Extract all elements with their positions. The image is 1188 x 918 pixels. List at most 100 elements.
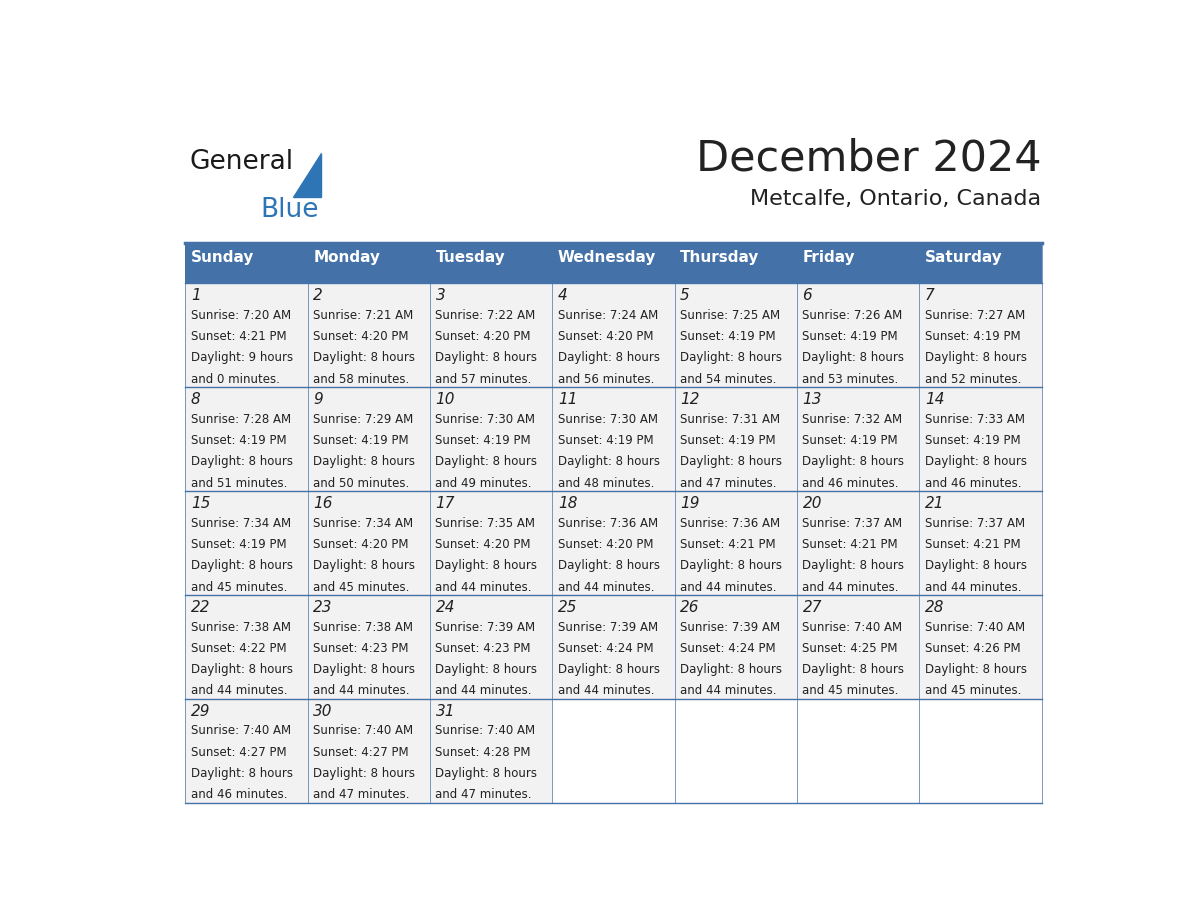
- Bar: [552, 387, 675, 491]
- Text: Sunrise: 7:24 AM: Sunrise: 7:24 AM: [558, 308, 658, 322]
- Text: Daylight: 8 hours: Daylight: 8 hours: [314, 663, 415, 677]
- Text: Sunset: 4:24 PM: Sunset: 4:24 PM: [558, 642, 653, 655]
- Text: Sunrise: 7:40 AM: Sunrise: 7:40 AM: [802, 621, 903, 633]
- Bar: [675, 387, 797, 491]
- Text: Daylight: 8 hours: Daylight: 8 hours: [436, 455, 537, 468]
- Text: Sunrise: 7:26 AM: Sunrise: 7:26 AM: [802, 308, 903, 322]
- Text: Sunrise: 7:39 AM: Sunrise: 7:39 AM: [558, 621, 658, 633]
- Text: Daylight: 8 hours: Daylight: 8 hours: [558, 455, 659, 468]
- Text: 15: 15: [191, 496, 210, 511]
- Text: General: General: [190, 149, 295, 175]
- Text: Sunset: 4:28 PM: Sunset: 4:28 PM: [436, 745, 531, 758]
- Bar: [430, 595, 552, 699]
- Bar: [308, 699, 430, 803]
- Text: Sunrise: 7:30 AM: Sunrise: 7:30 AM: [436, 413, 536, 426]
- Text: Sunset: 4:19 PM: Sunset: 4:19 PM: [681, 330, 776, 343]
- Bar: [185, 387, 308, 491]
- Text: Daylight: 8 hours: Daylight: 8 hours: [191, 559, 293, 572]
- Text: Sunset: 4:22 PM: Sunset: 4:22 PM: [191, 642, 286, 655]
- Bar: [185, 699, 308, 803]
- Text: and 44 minutes.: and 44 minutes.: [681, 685, 777, 698]
- Text: Sunset: 4:20 PM: Sunset: 4:20 PM: [558, 330, 653, 343]
- Bar: [797, 491, 920, 595]
- Text: 16: 16: [314, 496, 333, 511]
- Text: Daylight: 8 hours: Daylight: 8 hours: [191, 767, 293, 780]
- Text: and 0 minutes.: and 0 minutes.: [191, 373, 279, 386]
- Text: Sunrise: 7:35 AM: Sunrise: 7:35 AM: [436, 517, 536, 530]
- Text: Sunrise: 7:40 AM: Sunrise: 7:40 AM: [924, 621, 1025, 633]
- Text: 24: 24: [436, 600, 455, 615]
- Text: Daylight: 8 hours: Daylight: 8 hours: [802, 352, 904, 364]
- Text: Sunset: 4:27 PM: Sunset: 4:27 PM: [191, 745, 286, 758]
- Text: Daylight: 8 hours: Daylight: 8 hours: [802, 559, 904, 572]
- Text: Sunset: 4:19 PM: Sunset: 4:19 PM: [558, 434, 653, 447]
- Polygon shape: [293, 152, 321, 197]
- Text: 18: 18: [558, 496, 577, 511]
- Text: Sunset: 4:23 PM: Sunset: 4:23 PM: [436, 642, 531, 655]
- Bar: [920, 387, 1042, 491]
- Bar: [920, 491, 1042, 595]
- Text: Daylight: 8 hours: Daylight: 8 hours: [802, 663, 904, 677]
- Text: Sunset: 4:23 PM: Sunset: 4:23 PM: [314, 642, 409, 655]
- Text: 11: 11: [558, 392, 577, 408]
- Text: and 44 minutes.: and 44 minutes.: [681, 580, 777, 594]
- Text: 5: 5: [681, 288, 690, 303]
- Text: Sunset: 4:20 PM: Sunset: 4:20 PM: [314, 538, 409, 551]
- Text: Sunrise: 7:37 AM: Sunrise: 7:37 AM: [924, 517, 1025, 530]
- Text: 25: 25: [558, 600, 577, 615]
- Bar: [920, 243, 1042, 284]
- Text: Sunset: 4:20 PM: Sunset: 4:20 PM: [314, 330, 409, 343]
- Text: Sunrise: 7:33 AM: Sunrise: 7:33 AM: [924, 413, 1025, 426]
- Text: Sunrise: 7:28 AM: Sunrise: 7:28 AM: [191, 413, 291, 426]
- Text: and 45 minutes.: and 45 minutes.: [314, 580, 410, 594]
- Text: and 53 minutes.: and 53 minutes.: [802, 373, 898, 386]
- Text: Thursday: Thursday: [681, 250, 759, 265]
- Text: Saturday: Saturday: [924, 250, 1003, 265]
- Text: 4: 4: [558, 288, 568, 303]
- Bar: [430, 387, 552, 491]
- Text: 14: 14: [924, 392, 944, 408]
- Text: Sunset: 4:19 PM: Sunset: 4:19 PM: [191, 538, 286, 551]
- Bar: [920, 699, 1042, 803]
- Text: 20: 20: [802, 496, 822, 511]
- Text: and 50 minutes.: and 50 minutes.: [314, 476, 410, 489]
- Bar: [552, 595, 675, 699]
- Bar: [675, 699, 797, 803]
- Text: Tuesday: Tuesday: [436, 250, 505, 265]
- Text: Daylight: 8 hours: Daylight: 8 hours: [436, 663, 537, 677]
- Text: Sunset: 4:20 PM: Sunset: 4:20 PM: [558, 538, 653, 551]
- Bar: [552, 699, 675, 803]
- Text: and 44 minutes.: and 44 minutes.: [314, 685, 410, 698]
- Text: and 51 minutes.: and 51 minutes.: [191, 476, 287, 489]
- Text: 2: 2: [314, 288, 323, 303]
- Text: and 45 minutes.: and 45 minutes.: [191, 580, 287, 594]
- Text: Sunrise: 7:29 AM: Sunrise: 7:29 AM: [314, 413, 413, 426]
- Bar: [308, 491, 430, 595]
- Text: Sunrise: 7:36 AM: Sunrise: 7:36 AM: [558, 517, 658, 530]
- Bar: [308, 284, 430, 387]
- Text: Daylight: 8 hours: Daylight: 8 hours: [314, 352, 415, 364]
- Text: Sunset: 4:19 PM: Sunset: 4:19 PM: [924, 330, 1020, 343]
- Text: 7: 7: [924, 288, 935, 303]
- Text: and 46 minutes.: and 46 minutes.: [191, 789, 287, 801]
- Text: Daylight: 8 hours: Daylight: 8 hours: [314, 455, 415, 468]
- Bar: [675, 243, 797, 284]
- Text: Daylight: 8 hours: Daylight: 8 hours: [558, 559, 659, 572]
- Text: and 57 minutes.: and 57 minutes.: [436, 373, 532, 386]
- Text: Daylight: 8 hours: Daylight: 8 hours: [924, 559, 1026, 572]
- Text: Sunrise: 7:31 AM: Sunrise: 7:31 AM: [681, 413, 781, 426]
- Text: 21: 21: [924, 496, 944, 511]
- Text: Sunday: Sunday: [191, 250, 254, 265]
- Text: Sunrise: 7:30 AM: Sunrise: 7:30 AM: [558, 413, 658, 426]
- Text: Sunrise: 7:20 AM: Sunrise: 7:20 AM: [191, 308, 291, 322]
- Text: 27: 27: [802, 600, 822, 615]
- Text: Sunrise: 7:38 AM: Sunrise: 7:38 AM: [314, 621, 413, 633]
- Text: Wednesday: Wednesday: [558, 250, 656, 265]
- Text: Daylight: 8 hours: Daylight: 8 hours: [924, 663, 1026, 677]
- Bar: [430, 284, 552, 387]
- Text: Daylight: 8 hours: Daylight: 8 hours: [314, 559, 415, 572]
- Bar: [797, 699, 920, 803]
- Text: and 54 minutes.: and 54 minutes.: [681, 373, 777, 386]
- Text: Sunrise: 7:36 AM: Sunrise: 7:36 AM: [681, 517, 781, 530]
- Text: Sunrise: 7:39 AM: Sunrise: 7:39 AM: [436, 621, 536, 633]
